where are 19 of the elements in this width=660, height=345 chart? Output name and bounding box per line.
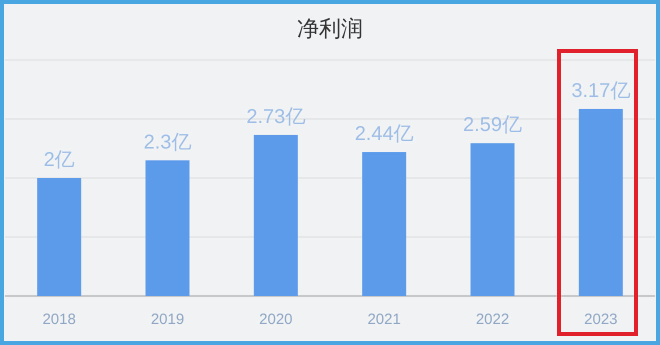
data-label: 2.3亿 xyxy=(144,131,192,154)
bar xyxy=(146,160,190,296)
bar xyxy=(470,143,514,296)
bar xyxy=(578,108,623,296)
data-label: 2亿 xyxy=(44,149,75,171)
chart-title: 净利润 xyxy=(297,16,363,41)
bar xyxy=(37,178,82,296)
x-tick-label: 2020 xyxy=(259,311,293,328)
x-tick-label: 2021 xyxy=(367,311,401,328)
data-label: 3.17亿 xyxy=(571,80,630,102)
data-label: 2.73亿 xyxy=(246,106,306,128)
x-tick-label: 2019 xyxy=(150,311,184,328)
x-tick-label: 2018 xyxy=(42,311,76,328)
bar xyxy=(362,152,406,296)
x-tick-label: 2023 xyxy=(584,311,618,328)
bar xyxy=(254,134,298,296)
data-label: 2.59亿 xyxy=(463,114,522,136)
x-tick-label: 2022 xyxy=(476,311,510,328)
data-label: 2.44亿 xyxy=(354,123,414,146)
